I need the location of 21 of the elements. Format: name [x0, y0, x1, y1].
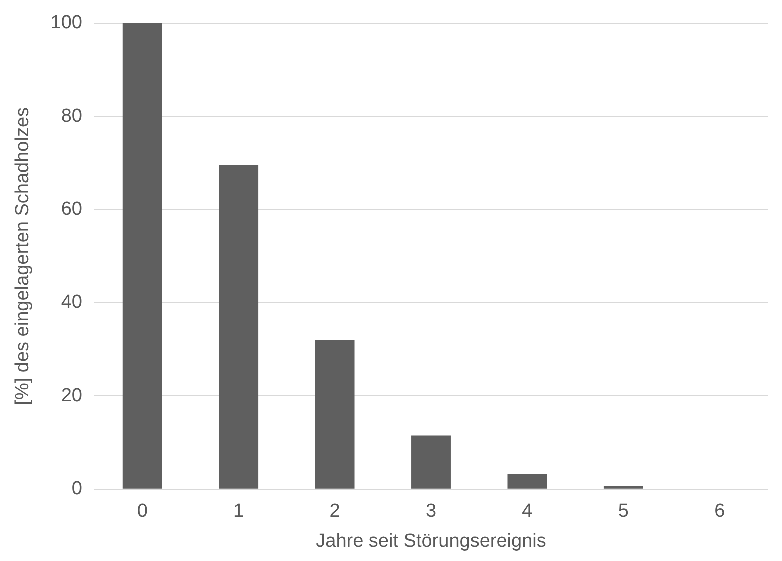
bar: [315, 340, 355, 489]
x-tick-label: 4: [522, 501, 534, 522]
y-tick-label: 100: [50, 12, 82, 34]
bar: [219, 165, 259, 489]
y-tick-label: 40: [61, 292, 82, 314]
y-axis-title: [%] des eingelagerten Schadholzes: [12, 107, 34, 406]
x-tick-label: 5: [618, 501, 629, 522]
bar: [604, 486, 644, 489]
y-tick-label: 80: [61, 106, 82, 127]
x-tick-label: 2: [330, 501, 340, 522]
y-tick-label: 0: [72, 478, 82, 500]
bar: [508, 474, 548, 489]
x-tick-label: 6: [714, 501, 726, 522]
y-tick-label: 60: [61, 199, 82, 220]
bar: [412, 436, 451, 489]
x-tick-label: 3: [426, 501, 437, 522]
bar: [122, 23, 162, 489]
x-axis-title: Jahre seit Störungsereignis: [316, 530, 546, 552]
x-tick-label: 0: [137, 501, 148, 522]
y-tick-label: 20: [61, 385, 82, 406]
x-tick-label: 1: [234, 501, 244, 522]
